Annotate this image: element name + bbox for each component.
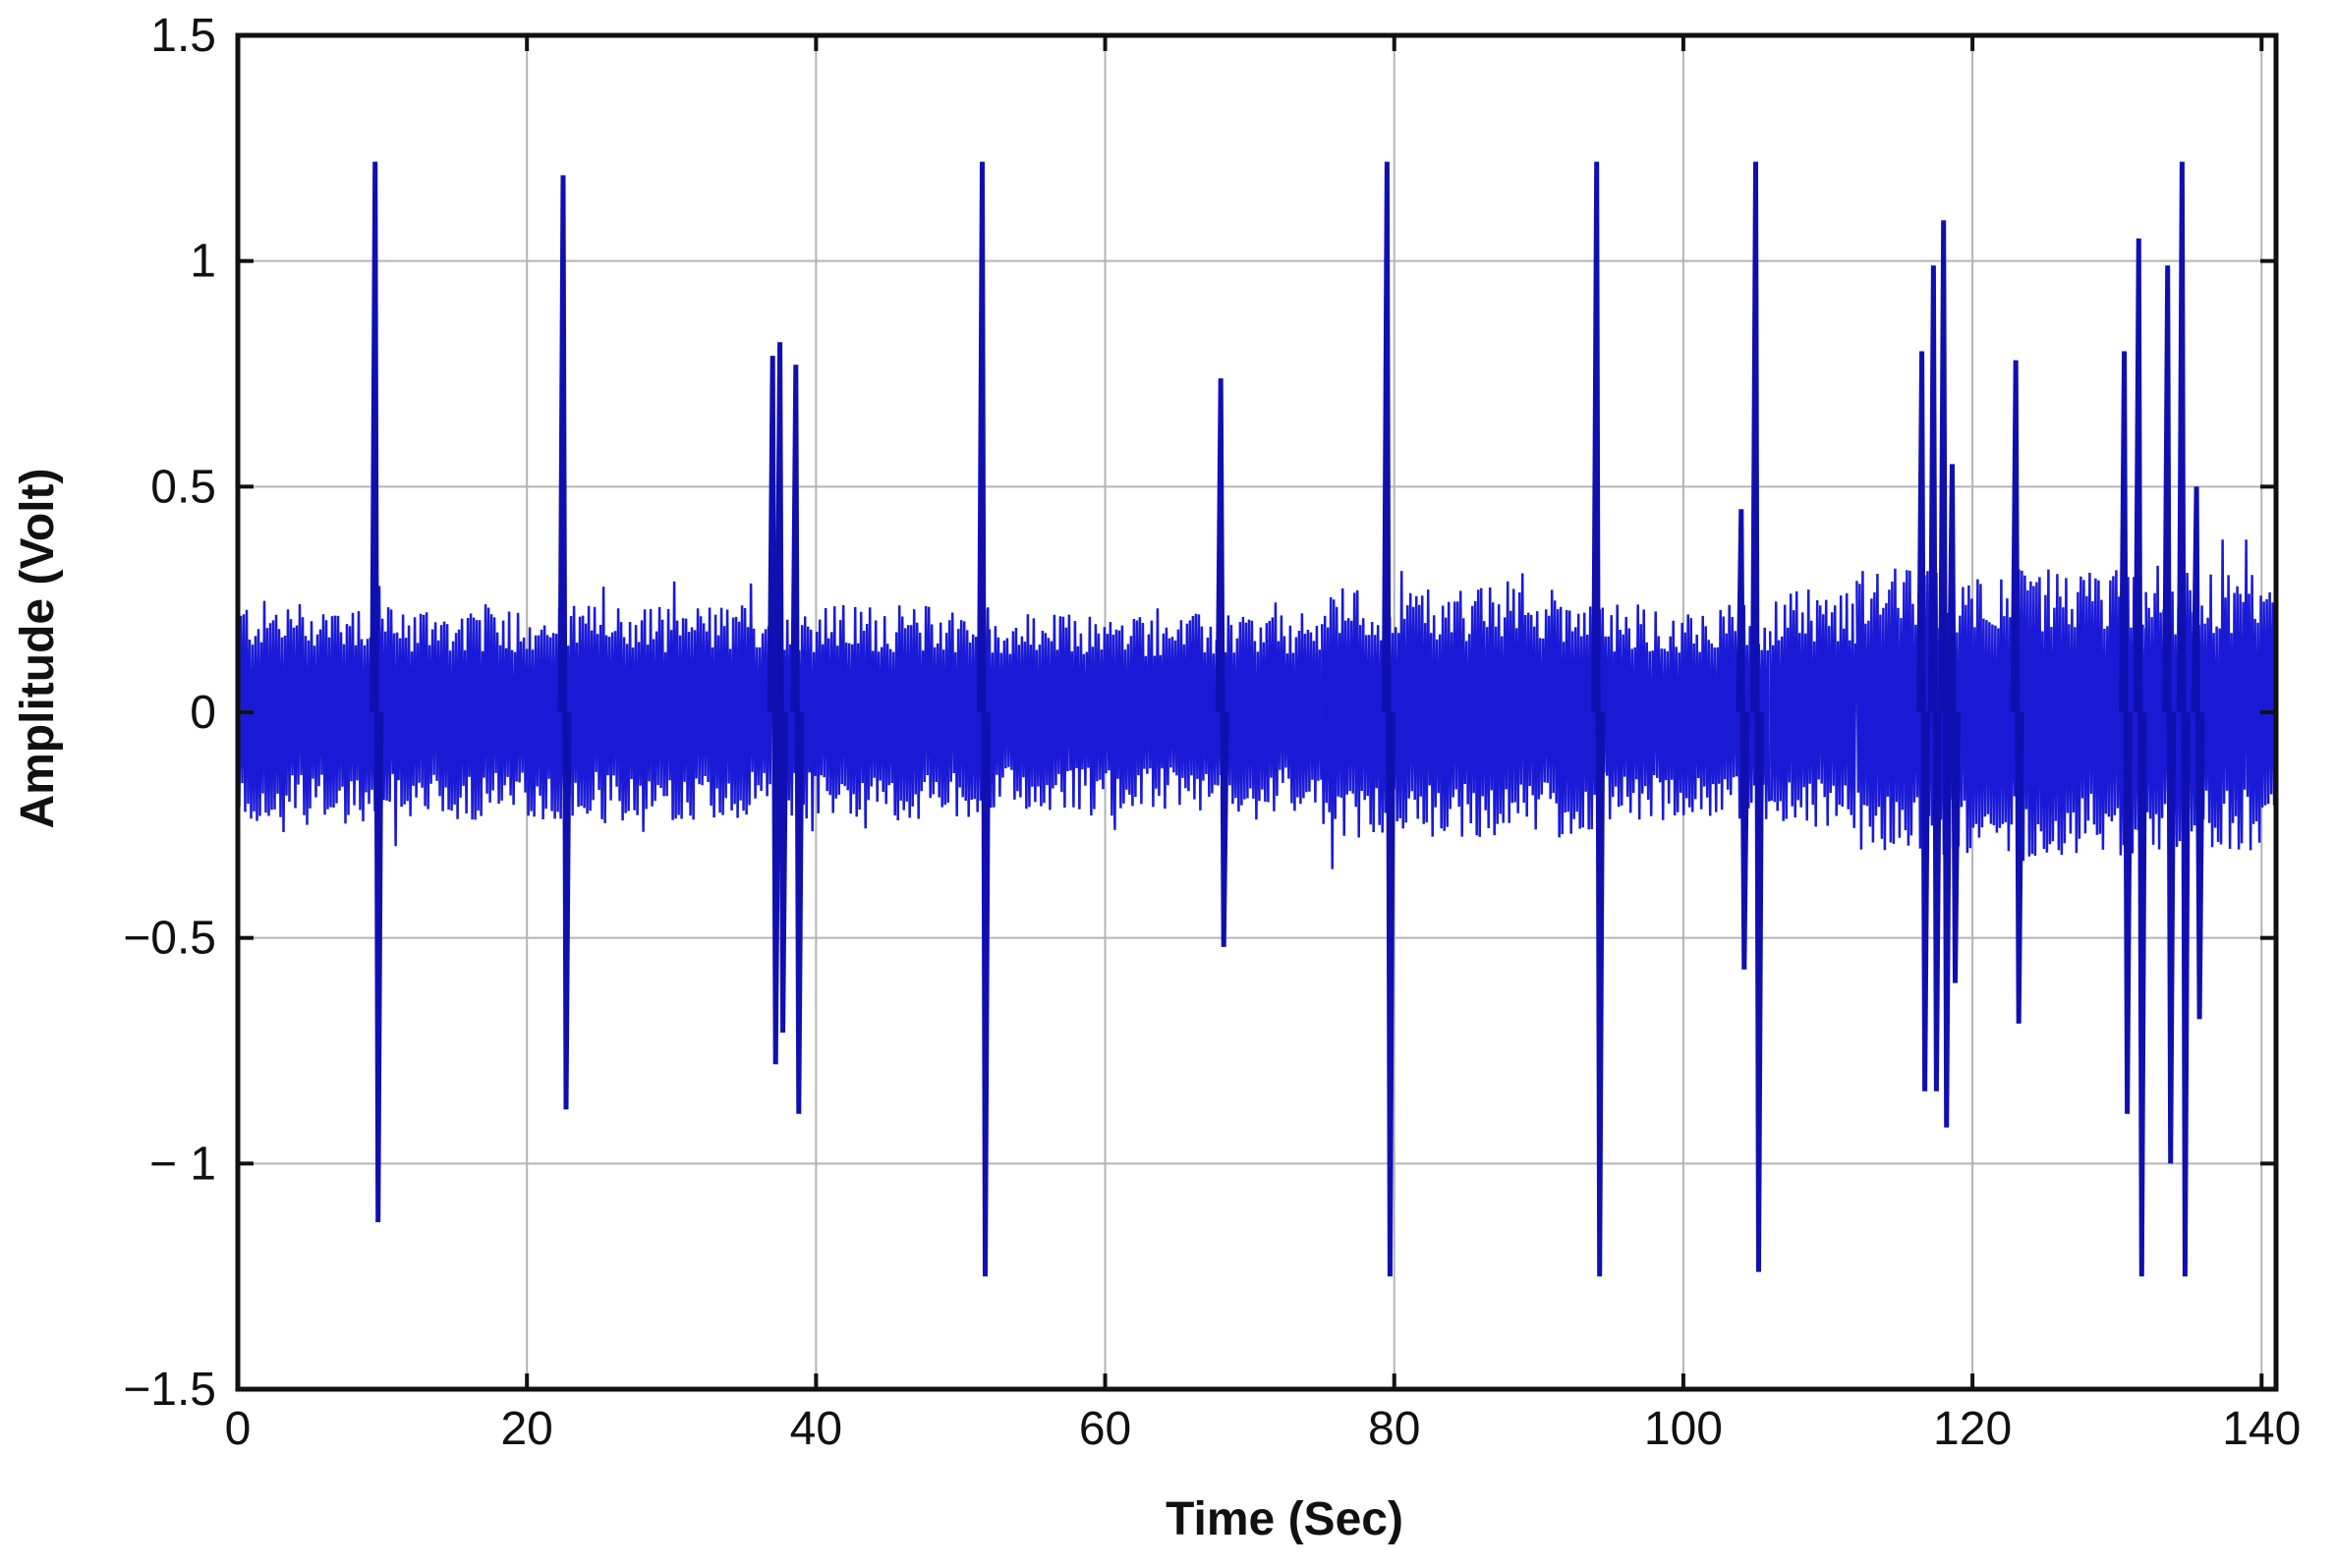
x-tick-label: 100 bbox=[1644, 1403, 1723, 1455]
y-tick-label: 0.5 bbox=[150, 461, 216, 513]
signal-spike bbox=[2162, 265, 2177, 1164]
x-tick-label: 40 bbox=[790, 1403, 842, 1455]
x-tick-labels: 0 20 40 60 80 100 120 140 bbox=[225, 1403, 2302, 1455]
y-tick-label: −0.5 bbox=[123, 913, 216, 965]
y-tick-labels: −1.5 − 1 −0.5 0 0.5 1 1.5 bbox=[123, 10, 216, 1416]
signal-spike bbox=[1947, 464, 1961, 983]
noise-segment bbox=[988, 602, 1323, 830]
signal-spike bbox=[2133, 238, 2147, 1277]
signal-spike bbox=[2176, 161, 2191, 1277]
signal-spike bbox=[1916, 351, 1931, 1092]
signal-layer bbox=[236, 161, 2277, 1277]
tick-marks bbox=[236, 33, 2276, 1391]
signal-spike bbox=[2191, 486, 2205, 1020]
x-tick-label: 20 bbox=[500, 1403, 552, 1455]
signal-spike bbox=[2010, 360, 2024, 1024]
noise-segment bbox=[1768, 589, 1857, 828]
x-tick-label: 140 bbox=[2222, 1403, 2301, 1455]
signal-spike bbox=[370, 161, 384, 1223]
y-tick-label: 1.5 bbox=[150, 10, 216, 62]
signal-spike bbox=[767, 356, 781, 1065]
y-tick-label: − 1 bbox=[149, 1138, 216, 1190]
noise-segment bbox=[380, 581, 773, 847]
y-axis-title: Amplitude (Volt) bbox=[12, 468, 64, 828]
y-tick-label: −1.5 bbox=[123, 1364, 216, 1416]
signal-spike bbox=[2119, 351, 2134, 1114]
signal-spike bbox=[1736, 509, 1750, 970]
y-tick-label: 0 bbox=[190, 687, 216, 739]
signal-spike bbox=[1381, 161, 1395, 1277]
x-tick-label: 80 bbox=[1368, 1403, 1420, 1455]
x-tick-label: 0 bbox=[225, 1403, 252, 1455]
signal-spike bbox=[790, 364, 805, 1114]
noise-segment bbox=[236, 586, 384, 833]
noise-segment bbox=[770, 604, 991, 832]
noise-segment bbox=[1320, 571, 1598, 869]
y-tick-label: 1 bbox=[190, 236, 216, 288]
noise-segment bbox=[1855, 568, 2147, 891]
signal-series bbox=[236, 161, 2277, 1277]
signal-spike bbox=[1591, 161, 1606, 1277]
x-tick-label: 120 bbox=[1933, 1403, 2012, 1455]
signal-spike bbox=[977, 161, 991, 1277]
x-tick-label: 60 bbox=[1079, 1403, 1131, 1455]
signal-spike bbox=[774, 342, 789, 1034]
signal-spike bbox=[1215, 378, 1229, 947]
signal-spike bbox=[557, 175, 572, 1110]
signal-spike bbox=[1927, 265, 1942, 1092]
signal-spike bbox=[1938, 220, 1953, 1128]
signal-spike bbox=[1750, 161, 1764, 1272]
x-axis-title: Time (Sec) bbox=[1166, 1493, 1403, 1545]
